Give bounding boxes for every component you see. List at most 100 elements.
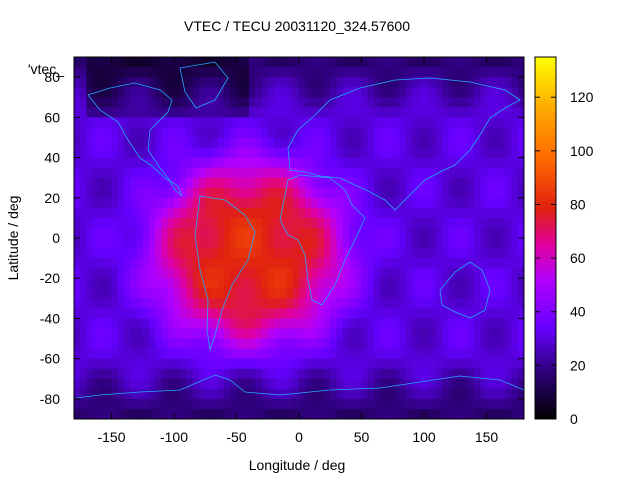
heat-cell: [386, 258, 394, 269]
heat-cell: [205, 358, 213, 370]
heat-cell: [230, 378, 238, 390]
heat-cell: [505, 217, 513, 229]
heat-cell: [474, 398, 481, 410]
heat-cell: [249, 157, 256, 169]
heat-cell: [161, 368, 169, 380]
heat-cell: [111, 67, 119, 78]
heat-cell: [236, 258, 244, 269]
heat-cell: [442, 177, 450, 189]
heat-cell: [186, 87, 194, 98]
heat-cell: [92, 288, 100, 299]
heat-cell: [111, 137, 119, 149]
heat-cell: [142, 187, 150, 199]
heat-cell: [380, 207, 388, 219]
heat-cell: [511, 328, 519, 340]
heat-cell: [474, 127, 481, 139]
heat-cell: [380, 107, 388, 118]
heat-cell: [430, 77, 438, 88]
heat-cell: [342, 258, 350, 269]
heat-cell: [405, 348, 413, 360]
heat-cell: [486, 157, 494, 169]
y-tick-label: 60: [44, 109, 60, 125]
heat-cell: [267, 298, 275, 309]
heat-cell: [99, 278, 106, 289]
heat-cell: [305, 107, 313, 118]
heat-cell: [80, 288, 88, 299]
heat-cell: [424, 308, 431, 320]
heat-cell: [311, 268, 319, 279]
heat-cell: [80, 67, 88, 78]
heat-cell: [361, 177, 369, 189]
heat-cell: [292, 167, 300, 179]
heat-cell: [386, 177, 394, 189]
heat-cell: [317, 318, 325, 330]
heat-cell: [280, 217, 288, 229]
heat-cell: [386, 187, 394, 199]
heat-cell: [424, 338, 431, 350]
heat-cell: [111, 238, 119, 249]
heat-cell: [155, 97, 163, 108]
heat-cell: [186, 157, 194, 169]
heat-cell: [505, 308, 513, 320]
heat-cell: [261, 378, 269, 390]
heat-cell: [217, 328, 225, 340]
heat-cell: [467, 388, 475, 400]
heat-cell: [349, 147, 356, 159]
heat-cell: [367, 107, 375, 118]
heat-cell: [111, 268, 119, 279]
heat-cell: [136, 97, 144, 108]
heat-cell: [311, 167, 319, 179]
heat-cell: [130, 238, 138, 249]
heat-cell: [255, 388, 263, 400]
heat-cell: [249, 177, 256, 189]
heat-cell: [486, 268, 494, 279]
heat-cell: [455, 298, 463, 309]
heat-cell: [136, 167, 144, 179]
heat-cell: [242, 157, 250, 169]
heat-cell: [474, 328, 481, 340]
heat-cell: [261, 398, 269, 410]
heat-cell: [386, 368, 394, 380]
heat-cell: [499, 127, 506, 139]
heat-cell: [374, 368, 381, 380]
heat-cell: [230, 107, 238, 118]
heat-cell: [280, 157, 288, 169]
heat-cell: [436, 398, 444, 410]
heat-cell: [474, 378, 481, 390]
heat-cell: [517, 97, 524, 108]
heat-cell: [330, 328, 338, 340]
heat-cell: [199, 398, 206, 410]
heat-cell: [274, 167, 281, 179]
heat-cell: [105, 147, 113, 159]
heat-cell: [380, 268, 388, 279]
heat-cell: [505, 318, 513, 330]
heat-cell: [411, 288, 419, 299]
heat-cell: [474, 358, 481, 370]
heat-cell: [105, 207, 113, 219]
heat-cell: [174, 87, 181, 98]
heat-cell: [186, 358, 194, 370]
heat-cell: [74, 157, 81, 169]
heat-cell: [224, 77, 231, 88]
heat-cell: [442, 137, 450, 149]
heat-cell: [430, 167, 438, 179]
heat-cell: [136, 328, 144, 340]
heat-cell: [430, 288, 438, 299]
heat-cell: [517, 358, 524, 370]
heat-cell: [286, 57, 294, 68]
heat-cell: [261, 187, 269, 199]
heat-cell: [311, 368, 319, 380]
heat-cell: [374, 318, 381, 330]
heat-cell: [292, 117, 300, 128]
heat-cell: [117, 97, 125, 108]
heat-cell: [92, 167, 100, 179]
heat-cell: [474, 298, 481, 309]
heat-cell: [499, 77, 506, 88]
heat-cell: [105, 278, 113, 289]
heat-cell: [267, 77, 275, 88]
heat-cell: [367, 408, 375, 419]
heat-cell: [349, 67, 356, 78]
heat-cell: [180, 368, 188, 380]
heat-cell: [105, 77, 113, 88]
heat-cell: [155, 207, 163, 219]
